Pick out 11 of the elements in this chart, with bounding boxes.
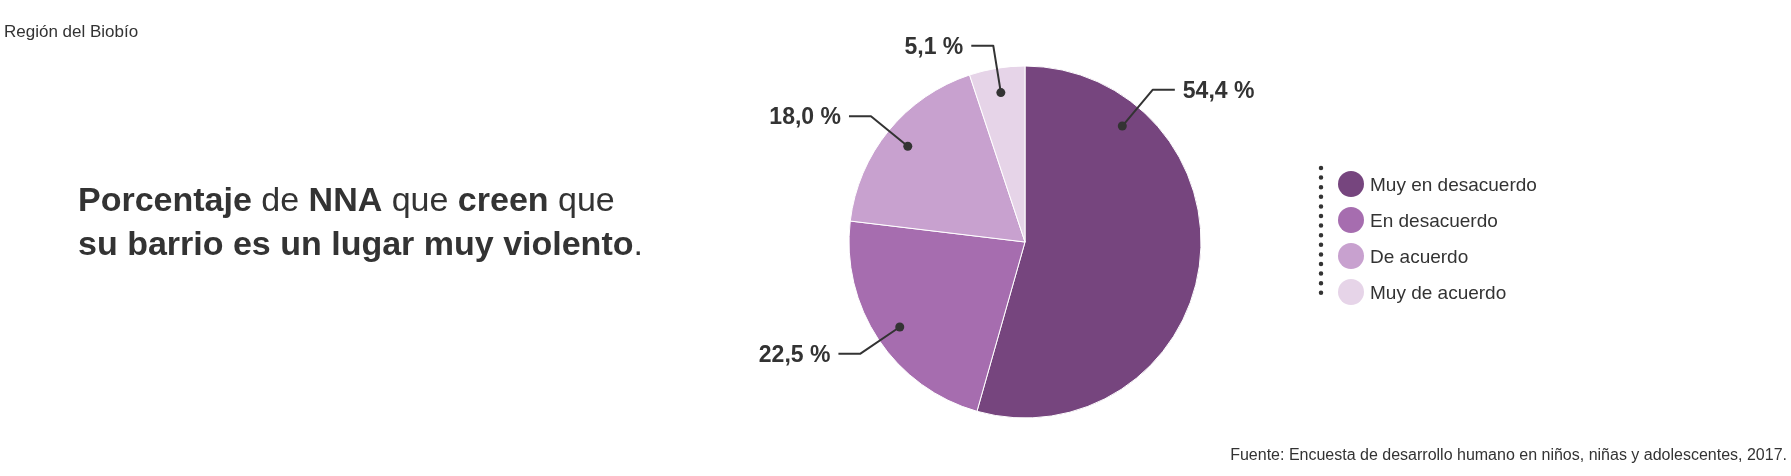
chart-title: Porcentaje de NNA que creen que su barrio es un lugar muy violento.: [78, 180, 643, 262]
legend-label: Muy en desacuerdo: [1370, 174, 1537, 195]
legend-label: De acuerdo: [1370, 246, 1469, 267]
legend-label: Muy de acuerdo: [1370, 282, 1507, 303]
text: Región del Biobío: [4, 22, 139, 41]
data-label: 54,4 %: [1182, 76, 1255, 103]
data-label: 22,5 %: [758, 340, 831, 367]
source-note: Fuente: Encuesta de desarrollo humano en niños, niñas y adolescentes, 2017.: [1230, 446, 1787, 463]
data-label: 18,0 %: [769, 103, 841, 130]
legend-label: En desacuerdo: [1370, 210, 1498, 231]
data-label: 5,1 %: [904, 32, 964, 59]
